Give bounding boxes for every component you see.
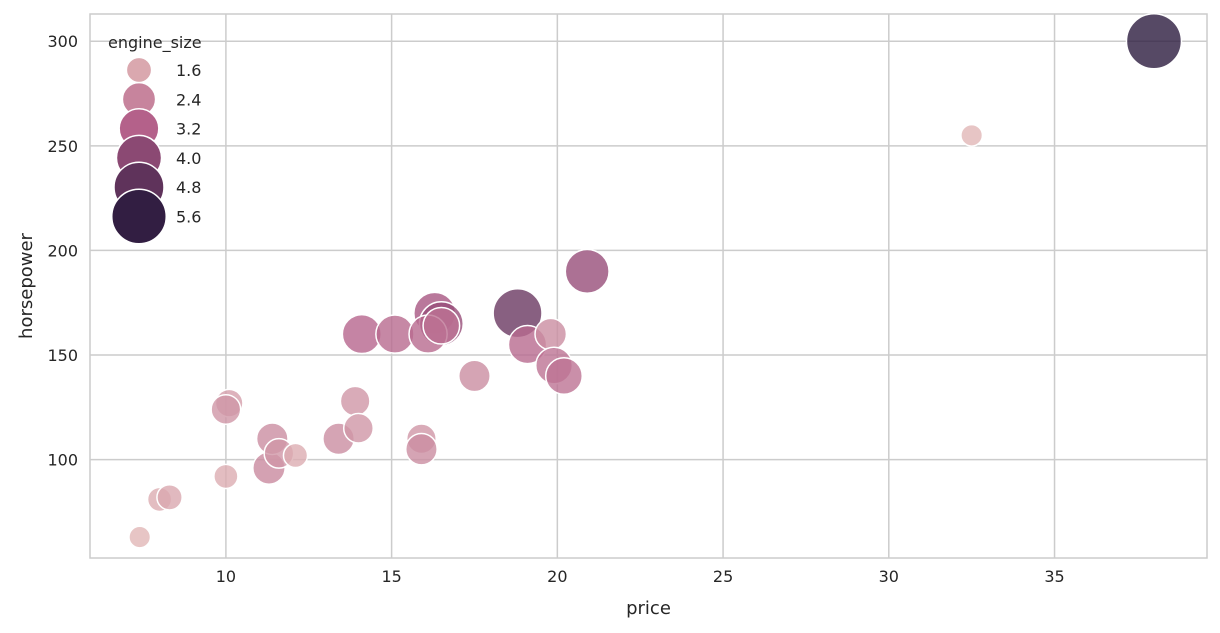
legend: engine_size 1.6 2.4 3.2 4.0 4.8 5.6 [108, 33, 202, 245]
data-point [282, 442, 309, 469]
legend-marker [111, 188, 167, 245]
data-point [422, 306, 461, 345]
x-tick-label: 15 [381, 567, 401, 586]
y-tick-label: 150 [47, 346, 78, 365]
y-tick-label: 100 [47, 451, 78, 470]
legend-title: engine_size [108, 33, 202, 53]
y-tick-label: 250 [47, 137, 78, 156]
grid-lines [90, 14, 1207, 558]
x-tick-label: 10 [216, 567, 236, 586]
legend-label: 5.6 [176, 208, 201, 227]
x-tick-label: 30 [879, 567, 899, 586]
data-points [128, 12, 1183, 549]
data-point [544, 356, 584, 396]
data-point [534, 317, 568, 351]
legend-label: 3.2 [176, 120, 201, 139]
legend-label: 4.0 [176, 149, 201, 168]
axes-frame [89, 13, 1208, 559]
data-point [564, 248, 610, 295]
legend-items: 1.6 2.4 3.2 4.0 4.8 5.6 [111, 56, 201, 245]
x-tick-label: 25 [713, 567, 733, 586]
data-point [213, 463, 239, 490]
x-tick-label: 35 [1044, 567, 1064, 586]
tick-labels: 10 15 20 25 30 35 100 150 200 250 300 [47, 32, 1064, 586]
data-point [458, 359, 491, 393]
y-axis-label: horsepower [16, 232, 37, 339]
legend-marker [125, 56, 153, 84]
legend-label: 4.8 [176, 178, 201, 197]
y-tick-label: 300 [47, 32, 78, 51]
data-point [960, 123, 984, 147]
x-axis-label: price [626, 598, 671, 619]
x-tick-label: 20 [547, 567, 567, 586]
legend-label: 1.6 [176, 61, 201, 80]
legend-label: 2.4 [176, 90, 201, 109]
data-point [1125, 12, 1183, 70]
data-point [156, 483, 183, 511]
data-point [342, 412, 374, 444]
data-point [404, 432, 438, 466]
data-point [339, 385, 371, 417]
data-point [210, 393, 242, 425]
y-tick-label: 200 [47, 241, 78, 260]
data-point [128, 525, 152, 549]
